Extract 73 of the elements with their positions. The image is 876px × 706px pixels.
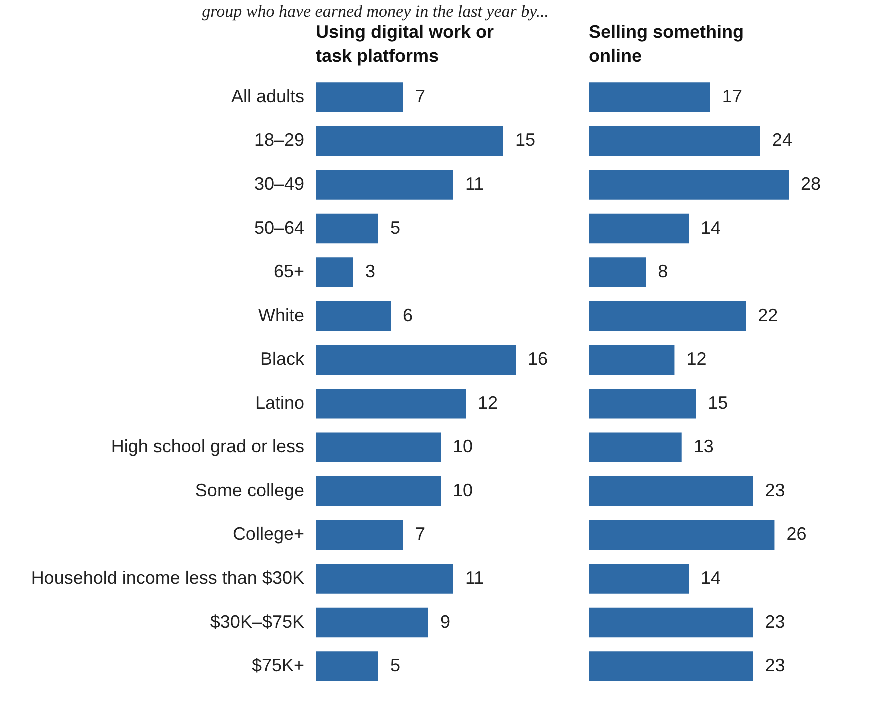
bar <box>589 170 789 200</box>
bar <box>316 432 441 463</box>
y-tick-label: College+ <box>232 524 304 544</box>
data-label: 7 <box>416 86 426 106</box>
bar <box>589 564 689 594</box>
y-tick-label: 65+ <box>274 262 304 282</box>
bar <box>589 608 754 638</box>
bar <box>589 652 754 682</box>
y-tick-label: Household income less than $30K <box>31 568 304 588</box>
y-tick-label: High school grad or less <box>111 436 304 457</box>
data-label: 5 <box>390 218 401 238</box>
data-label: 10 <box>453 436 474 457</box>
bar <box>316 476 441 506</box>
y-tick-label: 50–64 <box>254 218 304 238</box>
bar <box>316 345 516 375</box>
y-tick-label: Black <box>260 349 306 370</box>
chart-title: Selling something online <box>589 22 744 66</box>
data-label: 6 <box>403 305 414 326</box>
data-label: 8 <box>658 262 668 282</box>
y-tick-label: $30K–$75K <box>210 612 304 632</box>
data-label: 23 <box>765 612 786 632</box>
data-label: 15 <box>708 392 728 413</box>
bar <box>316 520 404 550</box>
y-tick-label: White <box>258 305 304 326</box>
data-label: 11 <box>466 174 484 194</box>
data-label: 24 <box>772 130 792 150</box>
data-label: 28 <box>801 174 822 194</box>
bar <box>316 652 378 682</box>
chart-title: Using digital work or task platforms <box>316 22 494 66</box>
data-label: 9 <box>440 612 451 632</box>
data-label: 10 <box>453 480 474 500</box>
data-label: 12 <box>686 349 707 370</box>
bar <box>589 520 775 550</box>
data-label: 16 <box>528 349 548 370</box>
y-tick-label: 18–29 <box>254 130 304 150</box>
bar <box>316 564 454 594</box>
y-tick-label: All adults <box>231 86 304 106</box>
data-label: 5 <box>390 656 401 676</box>
y-tick-label: Some college <box>195 480 304 500</box>
data-label: 11 <box>466 568 484 588</box>
bar <box>316 258 354 288</box>
bar <box>589 126 760 156</box>
bar <box>316 126 504 156</box>
bar <box>589 82 710 112</box>
data-label: 26 <box>786 524 807 544</box>
data-label: 23 <box>765 656 786 676</box>
data-label: 13 <box>694 436 714 457</box>
bar <box>316 214 378 244</box>
data-label: 14 <box>701 218 722 238</box>
data-label: 14 <box>701 568 722 588</box>
bar <box>589 476 754 506</box>
bar <box>589 214 689 244</box>
data-label: 22 <box>758 305 778 326</box>
bar <box>316 170 454 200</box>
chart-subtitle: group who have earned money in the last year by... <box>202 2 549 21</box>
bar <box>316 82 404 112</box>
bar <box>316 301 391 332</box>
y-tick-label: 30–49 <box>254 174 304 194</box>
bar <box>589 432 682 463</box>
bar <box>589 301 746 332</box>
data-label: 23 <box>765 480 786 500</box>
bar <box>316 389 466 419</box>
data-label: 3 <box>366 262 376 282</box>
data-label: 17 <box>722 86 742 106</box>
bar <box>589 258 646 288</box>
y-tick-label: $75K+ <box>252 656 304 676</box>
bar <box>589 389 696 419</box>
data-label: 7 <box>416 524 426 544</box>
data-label: 15 <box>516 130 536 150</box>
data-label: 12 <box>478 392 498 413</box>
bar <box>316 608 428 638</box>
bar <box>589 345 675 375</box>
y-tick-label: Latino <box>255 392 304 413</box>
